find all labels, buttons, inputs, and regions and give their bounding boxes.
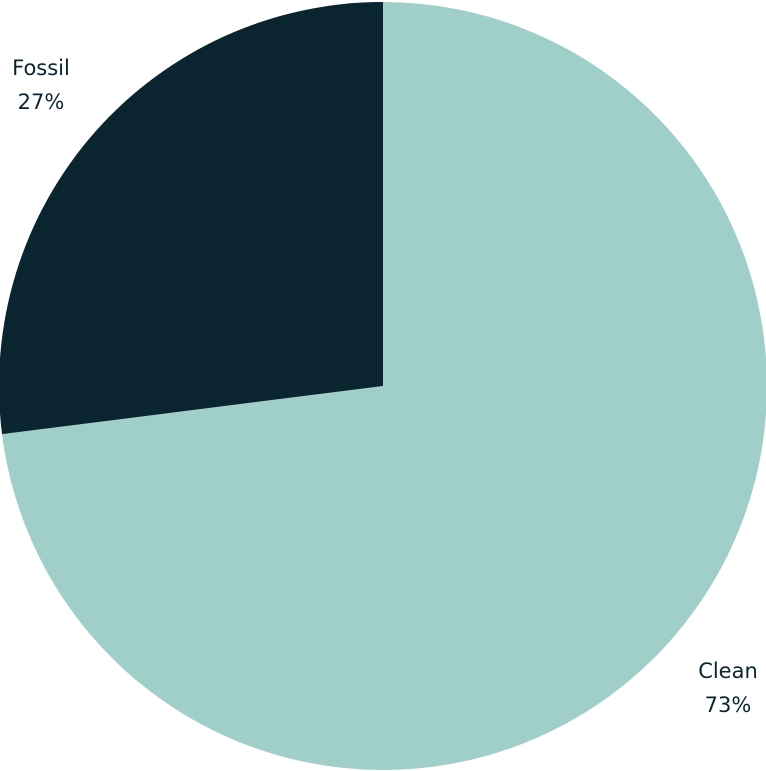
slice-label-clean: Clean 73% — [686, 654, 766, 722]
slice-category-label: Fossil — [12, 56, 70, 80]
slice-label-fossil: Fossil 27% — [2, 51, 80, 119]
pie-slice-fossil — [0, 2, 383, 435]
slice-category-label: Clean — [698, 659, 758, 683]
slice-value-label: 73% — [704, 693, 752, 717]
slice-value-label: 27% — [17, 90, 65, 114]
